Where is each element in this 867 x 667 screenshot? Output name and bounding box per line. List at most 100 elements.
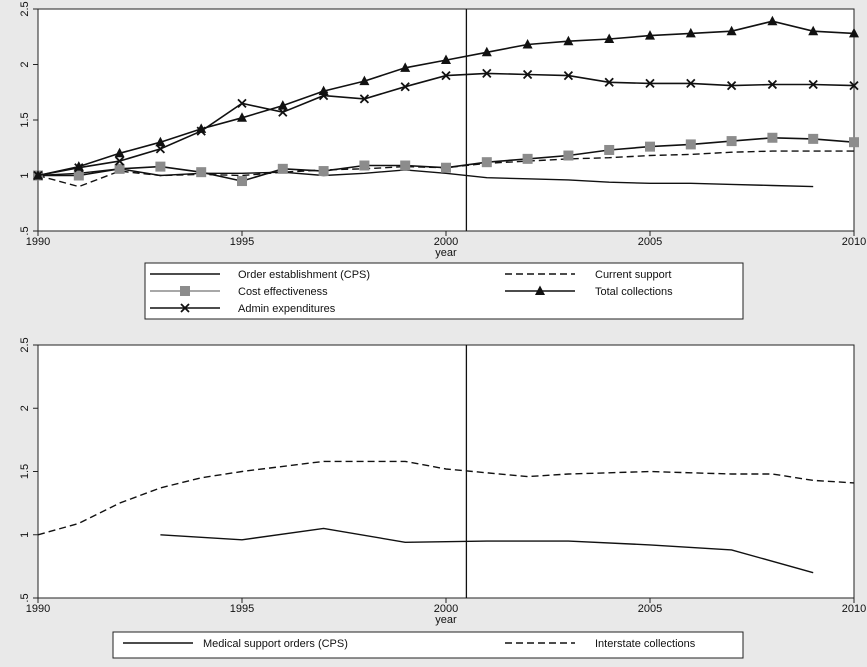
data-point xyxy=(685,139,696,150)
data-point xyxy=(359,75,370,86)
data-point xyxy=(481,46,492,57)
data-point xyxy=(277,100,288,110)
legend-entry: Interstate collections xyxy=(505,638,696,650)
y-tick-label: 2.5 xyxy=(19,337,31,352)
data-point xyxy=(196,167,207,178)
data-point xyxy=(808,25,819,36)
data-point xyxy=(522,69,533,80)
legend-entry: Cost effectiveness xyxy=(150,286,328,298)
data-point xyxy=(196,126,206,136)
data-point xyxy=(645,78,655,89)
data-point xyxy=(849,137,859,148)
legend-label: Cost effectiveness xyxy=(238,286,328,298)
data-point xyxy=(237,98,247,108)
data-point xyxy=(155,136,166,147)
data-point xyxy=(808,79,818,90)
x-tick-label: 2010 xyxy=(842,603,866,615)
legend-entry: Total collections xyxy=(505,285,673,298)
legend-label: Admin expenditures xyxy=(238,303,336,315)
series-5 xyxy=(33,68,859,181)
x-tick-label: 2000 xyxy=(434,603,458,615)
data-point xyxy=(359,94,370,104)
data-point xyxy=(155,161,166,172)
legend-entry: Current support xyxy=(505,269,671,281)
data-point xyxy=(563,150,574,161)
plot-area xyxy=(37,344,855,599)
legend-marker xyxy=(180,286,190,296)
data-point xyxy=(481,157,492,168)
x-tick-label: 2005 xyxy=(638,603,662,615)
series-1 xyxy=(160,527,814,574)
x-tick-label: 1990 xyxy=(26,603,50,615)
data-point xyxy=(237,112,247,122)
x-tick-label: 2010 xyxy=(842,236,866,248)
data-point xyxy=(359,160,370,171)
data-point xyxy=(74,163,84,173)
x-tick-label: 2000 xyxy=(434,236,458,248)
data-point xyxy=(400,160,411,171)
y-tick-label: 1.5 xyxy=(19,112,31,127)
y-tick-label: 1 xyxy=(19,172,31,178)
data-point xyxy=(726,136,737,147)
x-axis-label: year xyxy=(435,614,457,626)
x-tick-label: 1995 xyxy=(230,236,254,248)
data-point xyxy=(441,70,451,81)
data-point xyxy=(767,132,778,143)
x-tick-label: 1995 xyxy=(230,603,254,615)
y-tick-label: .5 xyxy=(19,593,31,602)
legend: Medical support orders (CPS) Interstate c… xyxy=(112,631,744,659)
data-point xyxy=(114,156,125,166)
data-point xyxy=(808,133,819,144)
data-point xyxy=(400,62,411,72)
data-point xyxy=(563,70,574,81)
legend-marker xyxy=(180,303,190,313)
data-point xyxy=(604,144,615,155)
data-point xyxy=(726,80,737,91)
data-point xyxy=(563,35,574,46)
legend-entry: Admin expenditures xyxy=(150,303,336,315)
legend-entry: Medical support orders (CPS) xyxy=(123,638,348,650)
data-point xyxy=(237,176,247,187)
legend-entry: Order establishment (CPS) xyxy=(150,269,370,281)
legend-box xyxy=(144,262,744,320)
series-3 xyxy=(33,132,859,187)
legend-label: Total collections xyxy=(595,286,673,298)
data-point xyxy=(114,147,125,158)
legend-label: Order establishment (CPS) xyxy=(238,269,370,281)
series-2 xyxy=(37,460,855,536)
data-point xyxy=(73,170,84,181)
y-tick-label: 2 xyxy=(19,61,31,67)
legend-label: Interstate collections xyxy=(595,638,696,650)
data-point xyxy=(196,123,207,133)
data-point xyxy=(441,54,451,65)
data-point xyxy=(685,27,696,38)
data-point xyxy=(686,78,696,89)
data-point xyxy=(726,25,737,36)
y-tick-label: 2 xyxy=(19,405,31,411)
data-point xyxy=(400,82,410,92)
x-tick-label: 2005 xyxy=(638,236,662,248)
data-point xyxy=(849,80,859,91)
legend-marker xyxy=(535,285,545,295)
data-point xyxy=(277,163,288,174)
data-point xyxy=(767,79,778,90)
y-tick-label: 1.5 xyxy=(19,464,31,479)
data-point xyxy=(318,166,329,177)
legend-box xyxy=(112,631,744,659)
data-point xyxy=(522,153,533,164)
data-point xyxy=(441,162,451,173)
y-tick-label: .5 xyxy=(19,226,31,235)
data-point xyxy=(645,30,655,40)
legend-label: Medical support orders (CPS) xyxy=(203,638,348,650)
series-4 xyxy=(33,15,859,180)
data-point xyxy=(645,141,655,152)
chart-panel-1: .5 1 1.5 2 2.5 1990 1995 2000 2005 2010 year Order … xyxy=(19,1,866,320)
data-point xyxy=(114,163,125,174)
data-point xyxy=(604,77,614,87)
data-point xyxy=(318,90,329,101)
data-point xyxy=(278,107,288,117)
y-tick-label: 1 xyxy=(19,532,31,538)
data-point xyxy=(767,15,778,26)
data-point xyxy=(849,27,859,38)
